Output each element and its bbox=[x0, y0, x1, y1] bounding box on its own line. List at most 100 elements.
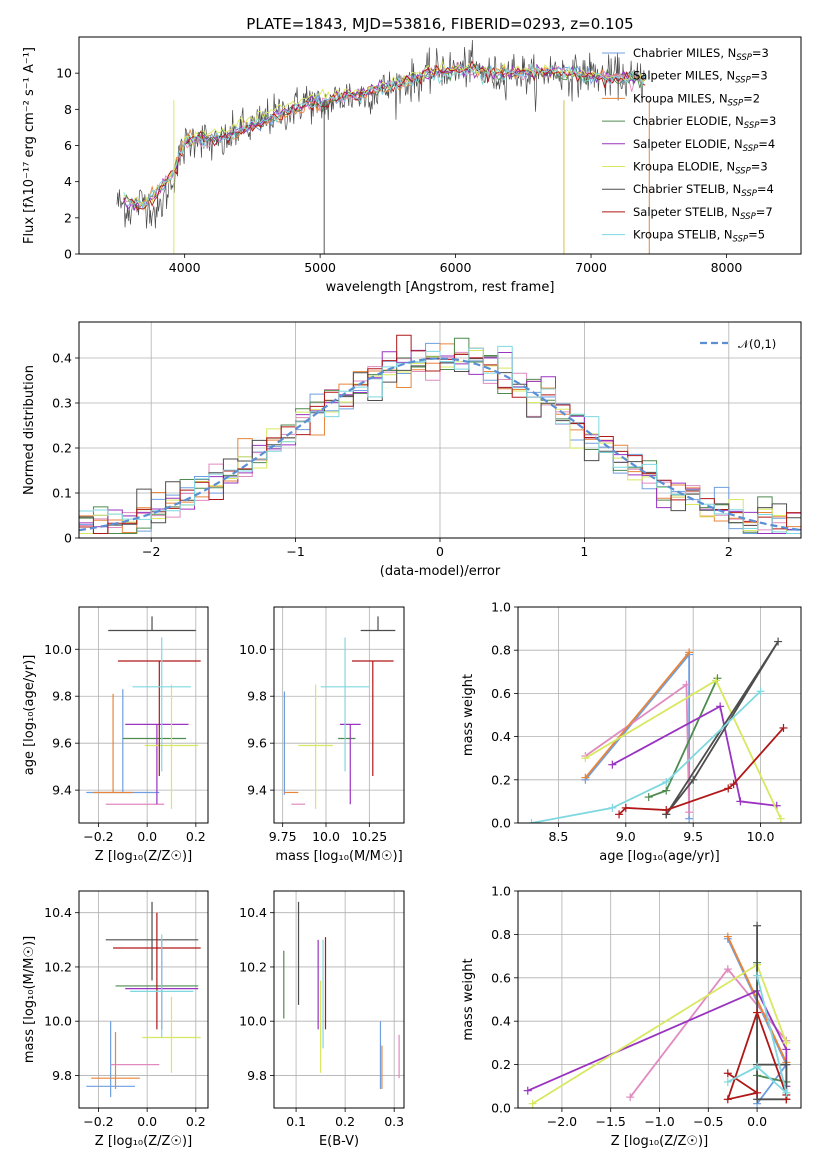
y-tick-label: 2 bbox=[64, 210, 72, 225]
legend: Chabrier MILES, NSSP=3 Salpeter MILES, NS… bbox=[602, 46, 776, 245]
y-axis-label: age [log₁₀(age/yr)] bbox=[22, 655, 37, 776]
y-tick-label: 0.6 bbox=[491, 686, 511, 701]
panel-age_vs_mass: 9.75 10.0 10.25 9.4 9.6 9.8 10.0 mass [log₁₀(M/… bbox=[239, 606, 405, 864]
weight-marker bbox=[779, 723, 788, 732]
x-tick-label: 0.1 bbox=[286, 1114, 306, 1129]
weight-marker bbox=[682, 680, 691, 689]
weight-marker bbox=[523, 1086, 532, 1095]
errorbar-point bbox=[130, 934, 194, 1038]
axes-frame bbox=[273, 606, 405, 824]
y-tick-label: 1.0 bbox=[491, 884, 511, 899]
legend-label: Kroupa MILES, NSSP=2 bbox=[633, 91, 760, 108]
x-tick-label: −2.0 bbox=[547, 1114, 577, 1129]
weight-marker bbox=[723, 1069, 732, 1078]
y-tick-label: 0.1 bbox=[52, 486, 72, 501]
x-tick-label: 9.75 bbox=[269, 829, 297, 844]
y-tick-label: 0.3 bbox=[52, 396, 72, 411]
legend-label: 𝒩(0,1) bbox=[738, 337, 776, 351]
weight-marker bbox=[753, 971, 762, 980]
y-axis-label: Normed distribution bbox=[22, 365, 37, 495]
x-tick-label: −0.2 bbox=[83, 829, 113, 844]
x-tick-label: 2 bbox=[725, 544, 733, 559]
y-tick-label: 10.0 bbox=[44, 642, 72, 657]
weight-marker bbox=[644, 793, 653, 802]
x-tick-label: 0.2 bbox=[335, 1114, 355, 1129]
x-tick-label: 9.0 bbox=[616, 829, 636, 844]
x-tick-label: −0.5 bbox=[693, 1114, 723, 1129]
y-tick-label: 10 bbox=[56, 66, 72, 81]
x-tick-label: −0.2 bbox=[83, 1114, 113, 1129]
x-tick-label: 1 bbox=[580, 544, 588, 559]
y-tick-label: 10.0 bbox=[44, 1014, 72, 1029]
x-tick-label: 10.0 bbox=[747, 829, 775, 844]
axes-frame bbox=[78, 606, 209, 824]
x-tick-label: 0.2 bbox=[186, 829, 206, 844]
figure-title: PLATE=1843, MJD=53816, FIBERID=0293, z=0… bbox=[246, 15, 633, 33]
weight-marker bbox=[712, 676, 721, 685]
y-tick-label: 0.0 bbox=[491, 1101, 511, 1116]
x-tick-label: −2 bbox=[142, 544, 160, 559]
y-tick-label: 10.2 bbox=[44, 959, 72, 974]
x-tick-label: 8000 bbox=[711, 260, 743, 275]
y-tick-label: 8 bbox=[64, 102, 72, 117]
y-axis-label: Flux [fλ10⁻¹⁷ erg cm⁻² s⁻¹ A⁻¹] bbox=[22, 47, 37, 244]
plot-area bbox=[79, 334, 801, 534]
errorbar-point bbox=[144, 684, 199, 809]
x-tick-label: 8.5 bbox=[548, 829, 568, 844]
weight-marker bbox=[723, 932, 732, 941]
axes-frame bbox=[78, 36, 802, 255]
weight-marker bbox=[756, 687, 765, 696]
weight-marker bbox=[527, 819, 536, 823]
weight-marker bbox=[723, 965, 732, 974]
spectrum-line bbox=[123, 63, 646, 211]
weight-marker bbox=[581, 754, 590, 763]
x-axis-label: (data-model)/error bbox=[380, 564, 501, 579]
weight-marker bbox=[621, 803, 630, 812]
weight-marker bbox=[685, 808, 694, 817]
x-tick-label: −1 bbox=[286, 544, 304, 559]
y-tick-label: 9.8 bbox=[52, 689, 72, 704]
y-tick-label: 0.4 bbox=[52, 351, 72, 366]
x-axis-label: Z [log₁₀(Z/Z☉)] bbox=[95, 849, 192, 864]
y-tick-label: 9.6 bbox=[52, 736, 72, 751]
weight-marker bbox=[662, 806, 671, 815]
legend-label: Salpeter MILES, NSSP=3 bbox=[633, 69, 768, 86]
weight-marker bbox=[729, 780, 738, 789]
y-tick-label: 0.4 bbox=[491, 1014, 511, 1029]
legend-label: Salpeter ELODIE, NSSP=4 bbox=[633, 137, 775, 154]
x-axis-label: E(B-V) bbox=[319, 1134, 359, 1149]
axes-frame bbox=[273, 890, 405, 1109]
axes-frame bbox=[78, 890, 209, 1109]
legend-label: Chabrier MILES, NSSP=3 bbox=[633, 46, 769, 63]
panel-mass_vs_EBV: 0.1 0.2 0.3 9.8 10.0 10.2 10.4 E(B-V) bbox=[239, 890, 405, 1149]
y-tick-label: 0.6 bbox=[491, 970, 511, 985]
weight-marker bbox=[782, 1060, 791, 1069]
x-tick-label: 0.3 bbox=[384, 1114, 404, 1129]
y-tick-label: 9.8 bbox=[52, 1068, 72, 1083]
weight-marker bbox=[782, 1088, 791, 1097]
y-tick-label: 0.2 bbox=[491, 1057, 511, 1072]
x-axis-label: wavelength [Angstrom, rest frame] bbox=[326, 280, 555, 295]
weight-line bbox=[648, 677, 719, 798]
y-tick-label: 9.4 bbox=[52, 783, 72, 798]
y-axis-label: mass [log₁₀(M/M☉)] bbox=[22, 936, 37, 1063]
gaussian-curve bbox=[79, 357, 801, 532]
weight-marker bbox=[723, 1077, 732, 1086]
weight-marker bbox=[724, 784, 733, 793]
plot-area bbox=[283, 616, 396, 809]
weight-marker bbox=[689, 775, 698, 784]
plot-area bbox=[86, 616, 201, 809]
x-tick-label: −1.5 bbox=[596, 1114, 626, 1129]
spectrum-line bbox=[123, 60, 646, 211]
plot-area bbox=[523, 921, 791, 1108]
axes-frame bbox=[517, 890, 802, 1109]
errorbar-point bbox=[320, 637, 370, 772]
errorbar-point bbox=[125, 723, 189, 805]
weight-line bbox=[618, 727, 785, 816]
weight-marker bbox=[685, 648, 694, 657]
errorbar-point bbox=[86, 1021, 135, 1098]
y-tick-label: 10.4 bbox=[44, 905, 72, 920]
errorbar-point bbox=[142, 996, 201, 1073]
y-tick-label: 10.2 bbox=[239, 959, 267, 974]
